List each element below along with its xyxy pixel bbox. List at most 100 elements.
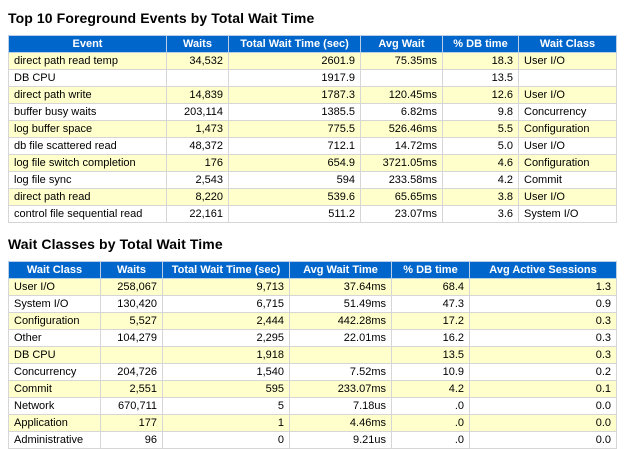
table-row: direct path read temp 34,532 2601.9 75.35ms… [8,52,617,70]
table-cell: 6,715 [162,295,290,313]
column-header: Waits [166,35,229,53]
table-cell: 258,067 [100,278,163,296]
table-cell: 13.5 [442,69,519,87]
table-cell: Other [8,329,101,347]
table-cell: 5,527 [100,312,163,330]
table-cell [289,346,392,364]
table-cell: direct path read [8,188,167,206]
table-row: Other 104,279 2,295 22.01ms 16.2 0.3 [8,329,617,347]
table-cell: 12.6 [442,86,519,104]
table-cell: 1,473 [166,120,229,138]
table-row: Network 670,711 5 7.18us .0 0.0 [8,397,617,415]
table-cell: log file switch completion [8,154,167,172]
table-cell: direct path write [8,86,167,104]
table-cell: 176 [166,154,229,172]
table-cell: .0 [391,431,470,449]
table-cell: 775.5 [228,120,361,138]
table-cell: 14,839 [166,86,229,104]
table-row: Configuration 5,527 2,444 442.28ms 17.2 0.3 [8,312,617,330]
table-row: db file scattered read 48,372 712.1 14.72ms… [8,137,617,155]
table-cell: 0.0 [469,431,617,449]
table-cell [360,69,443,87]
table-cell: 1 [162,414,290,432]
table-cell: 23.07ms [360,205,443,223]
table-cell: 16.2 [391,329,470,347]
table-cell: Configuration [518,120,617,138]
table-cell: 14.72ms [360,137,443,155]
table-cell: Commit [518,171,617,189]
table-cell: User I/O [518,86,617,104]
table-cell: Concurrency [518,103,617,121]
table-cell: 68.4 [391,278,470,296]
table-cell: 8,220 [166,188,229,206]
column-header: % DB time [391,261,470,279]
table-cell: log file sync [8,171,167,189]
table-cell: 9.8 [442,103,519,121]
table-cell: 0.9 [469,295,617,313]
table-row: Administrative 96 0 9.21us .0 0.0 [8,431,617,449]
table-cell: 9.21us [289,431,392,449]
column-header: Avg Wait Time [289,261,392,279]
table-cell: 0.3 [469,329,617,347]
table-cell [518,69,617,87]
column-header: Total Wait Time (sec) [228,35,361,53]
table-cell: 4.2 [391,380,470,398]
table-row: direct path read 8,220 539.6 65.65ms 3.8 User… [8,188,617,206]
table-cell: .0 [391,414,470,432]
table-row: buffer busy waits 203,114 1385.5 6.82ms 9.8 C… [8,103,617,121]
table-cell: .0 [391,397,470,415]
header-row: Event Waits Total Wait Time (sec) Avg Wait%… [8,35,617,53]
table-cell: 2,295 [162,329,290,347]
table-cell: 2601.9 [228,52,361,70]
table-cell: 5.0 [442,137,519,155]
table-cell: 0.2 [469,363,617,381]
table-cell: 22,161 [166,205,229,223]
column-header: Wait Class [518,35,617,53]
table-cell: 204,726 [100,363,163,381]
table-cell: 654.9 [228,154,361,172]
table-cell: 10.9 [391,363,470,381]
table-cell: 37.64ms [289,278,392,296]
table-cell: 5 [162,397,290,415]
table-cell: 177 [100,414,163,432]
table-cell [166,69,229,87]
table-cell: System I/O [8,295,101,313]
header-row: Wait Class Waits Total Wait Time (sec) Avg … [8,261,617,279]
table-cell: 526.46ms [360,120,443,138]
table-cell: Application [8,414,101,432]
table-cell: 0.3 [469,312,617,330]
table-row: Commit 2,551 595 233.07ms 4.2 0.1 [8,380,617,398]
table-cell: Administrative [8,431,101,449]
table-cell: 0.0 [469,397,617,415]
table-cell: 47.3 [391,295,470,313]
table-cell: 511.2 [228,205,361,223]
table-cell: 3721.05ms [360,154,443,172]
section-title-top-foreground-events: Top 10 Foreground Events by Total Wait T… [8,10,315,26]
table-row: log file sync 2,543 594 233.58ms 4.2 Commit [8,171,617,189]
table-cell: 4.2 [442,171,519,189]
table-row: DB CPU 1,918 13.5 0.3 [8,346,617,364]
table-cell: 4.6 [442,154,519,172]
table-cell: 595 [162,380,290,398]
column-header: % DB time [442,35,519,53]
table-cell: 1.3 [469,278,617,296]
table-cell: 2,444 [162,312,290,330]
table-cell: 104,279 [100,329,163,347]
table-row: log file switch completion 176 654.9 3721.0… [8,154,617,172]
table-cell: 712.1 [228,137,361,155]
table-row: Application 177 1 4.46ms .0 0.0 [8,414,617,432]
table-cell: 1,918 [162,346,290,364]
table-row: log buffer space 1,473 775.5 526.46ms 5.5 Con… [8,120,617,138]
table-cell: 5.5 [442,120,519,138]
table-cell: User I/O [518,52,617,70]
table-cell: Network [8,397,101,415]
table-cell: 233.07ms [289,380,392,398]
table-row: Concurrency 204,726 1,540 7.52ms 10.9 0.2 [8,363,617,381]
table-cell: 17.2 [391,312,470,330]
table-cell: 22.01ms [289,329,392,347]
column-header: Event [8,35,167,53]
table-row: User I/O 258,067 9,713 37.64ms 68.4 1.3 [8,278,617,296]
table-cell: 442.28ms [289,312,392,330]
table-cell: 0 [162,431,290,449]
